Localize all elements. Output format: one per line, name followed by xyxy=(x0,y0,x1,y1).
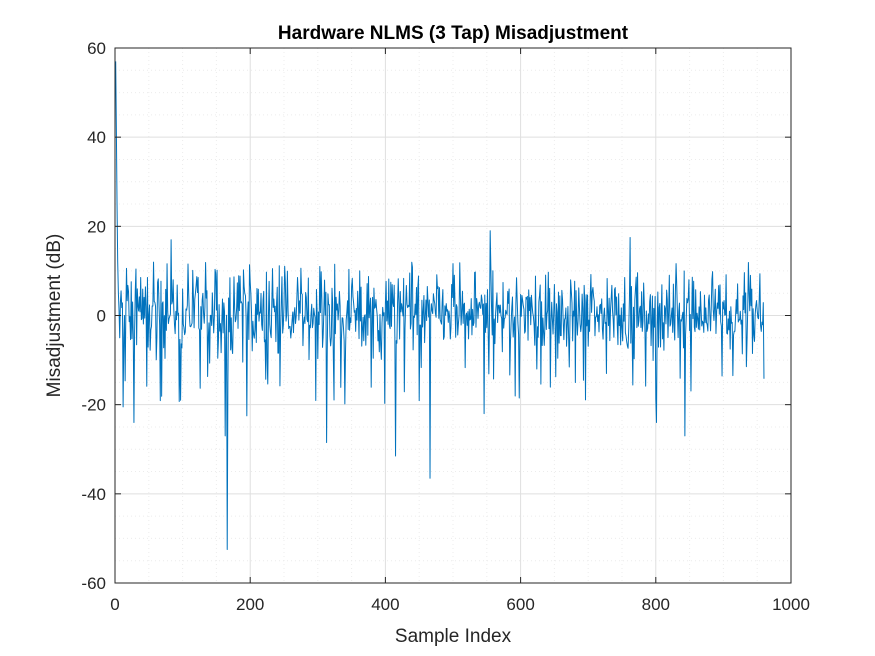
y-axis-ticks: -60 -40 -20 0 20 40 60 xyxy=(81,39,791,593)
y-tick-label: -40 xyxy=(81,485,106,504)
y-tick-label: 60 xyxy=(87,39,106,58)
series-line xyxy=(115,61,765,551)
series-layer xyxy=(115,61,765,551)
x-axis-ticks: 0 200 400 600 800 1000 xyxy=(110,48,810,614)
chart-title: Hardware NLMS (3 Tap) Misadjustment xyxy=(278,23,629,44)
x-tick-label: 200 xyxy=(236,595,264,614)
y-tick-label: -20 xyxy=(81,396,106,415)
y-tick-label: 20 xyxy=(87,217,106,236)
x-tick-label: 0 xyxy=(110,595,119,614)
x-tick-label: 800 xyxy=(642,595,670,614)
y-tick-label: 40 xyxy=(87,128,106,147)
y-axis-label: Misadjustment (dB) xyxy=(44,234,65,398)
x-tick-label: 400 xyxy=(371,595,399,614)
x-tick-label: 600 xyxy=(506,595,534,614)
x-axis-label: Sample Index xyxy=(395,626,512,647)
x-tick-label: 1000 xyxy=(772,595,810,614)
y-tick-label: -60 xyxy=(81,574,106,593)
y-tick-label: 0 xyxy=(97,307,106,326)
